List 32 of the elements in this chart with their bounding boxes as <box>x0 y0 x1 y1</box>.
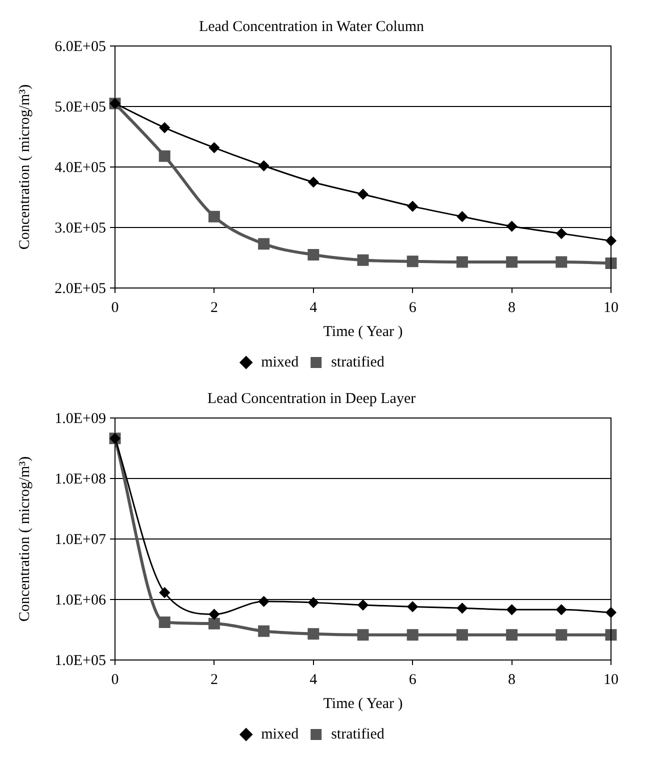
x-tick-label: 2 <box>210 672 218 688</box>
y-tick-label: 4.0E+05 <box>54 160 106 176</box>
chart-title: Lead Concentration in Water Column <box>198 18 425 35</box>
chart-title: Lead Concentration in Deep Layer <box>207 390 416 407</box>
legend-label: stratified <box>331 726 385 742</box>
y-tick-label: 1.0E+07 <box>54 532 106 548</box>
y-tick-label: 1.0E+08 <box>54 472 106 488</box>
legend-label: stratified <box>331 354 385 370</box>
x-tick-label: 6 <box>408 300 417 316</box>
x-axis-title: Time ( Year ) <box>323 324 403 340</box>
legend-label: mixed <box>261 726 300 742</box>
y-tick-label: 6.0E+05 <box>54 39 106 55</box>
y-tick-label: 5.0E+05 <box>54 100 106 116</box>
x-tick-label: 10 <box>604 300 618 316</box>
y-tick-label: 2.0E+05 <box>54 281 106 297</box>
x-tick-label: 4 <box>310 672 318 688</box>
x-tick-label: 4 <box>310 300 318 316</box>
y-axis-title: Concentration ( microg/m³) <box>16 456 33 622</box>
x-tick-label: 6 <box>408 672 417 688</box>
y-tick-label: 1.0E+05 <box>54 653 106 669</box>
legend-label: mixed <box>261 354 300 370</box>
x-tick-label: 8 <box>508 300 516 316</box>
x-tick-label: 10 <box>604 672 618 688</box>
y-tick-label: 1.0E+06 <box>54 592 106 608</box>
y-axis-title: Concentration ( microg/m³) <box>16 84 33 250</box>
y-tick-label: 1.0E+09 <box>54 411 106 427</box>
y-tick-label: 3.0E+05 <box>54 220 106 236</box>
x-axis-title: Time ( Year ) <box>323 696 403 712</box>
x-tick-label: 2 <box>210 300 218 316</box>
x-tick-label: 0 <box>111 672 119 688</box>
x-tick-label: 0 <box>111 300 119 316</box>
x-tick-label: 8 <box>508 672 516 688</box>
